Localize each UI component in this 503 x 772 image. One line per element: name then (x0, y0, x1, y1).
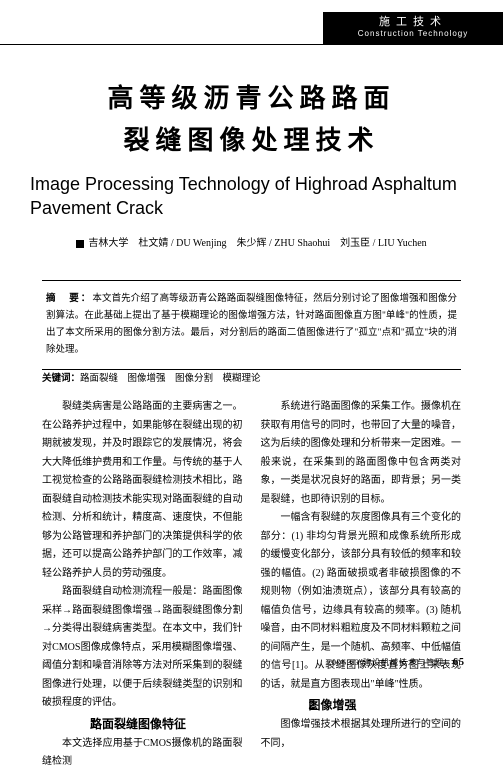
author-list: 杜文婧 / DU Wenjing 朱少辉 / ZHU Shaohui 刘玉臣 /… (138, 238, 426, 249)
body-paragraph: 本文选择应用基于CMOS摄像机的路面裂缝检测 (42, 735, 243, 772)
body-paragraph: 裂缝类病害是公路路面的主要病害之一。在公路养护过程中，如果能够在裂缝出现的初期就… (42, 398, 243, 583)
title-cn-line2: 裂缝图像处理技术 (0, 120, 503, 162)
abstract-text: 本文首先介绍了高等级沥青公路路面裂缝图像特征，然后分别讨论了图像增强和图像分割算… (46, 294, 457, 355)
footer-issue: 2006.03 (327, 658, 360, 667)
header-rule (0, 44, 503, 45)
body-paragraph: 图像增强技术根据其处理所进行的空间的不同， (261, 716, 462, 753)
section-heading-2: 2图像增强 (261, 694, 462, 716)
keywords-line: 关键词：路面裂缝 图像增强 图像分割 模糊理论 (42, 370, 461, 384)
abstract-label: 摘 要： (46, 294, 92, 304)
section-number: 1 (66, 713, 90, 735)
title-cn-line1: 高等级沥青公路路面 (0, 78, 503, 120)
section-heading-1: 1路面裂缝图像特征 (42, 713, 243, 735)
keywords-text: 路面裂缝 图像增强 图像分割 模糊理论 (80, 374, 261, 384)
footer-page-number: 65 (453, 657, 465, 668)
body-columns: 裂缝类病害是公路路面的主要病害之一。在公路养护过程中，如果能够在裂缝出现的初期就… (42, 398, 461, 644)
author-affiliation: 吉林大学 (88, 238, 128, 249)
footer-journal: 建设机械技术与管理 (363, 658, 444, 667)
header-category-cn: 施工技术 (323, 15, 503, 29)
square-bullet-icon (76, 240, 84, 248)
body-paragraph: 系统进行路面图像的采集工作。摄像机在获取有用信号的同时，也带回了大量的噪音，这为… (261, 398, 462, 509)
author-line: 吉林大学 杜文婧 / DU Wenjing 朱少辉 / ZHU Shaohui … (0, 234, 503, 249)
section-title: 图像增强 (309, 698, 357, 712)
keywords-label: 关键词： (42, 374, 80, 384)
header-category-en: Construction Technology (323, 29, 503, 39)
title-english: Image Processing Technology of Highroad … (30, 172, 473, 221)
footer-line: 2006.03 建设机械技术与管理 65 (327, 657, 465, 668)
section-title: 路面裂缝图像特征 (90, 717, 186, 731)
section-number: 2 (285, 694, 309, 716)
title-chinese: 高等级沥青公路路面 裂缝图像处理技术 (0, 78, 503, 161)
header-category-bar: 施工技术 Construction Technology (323, 12, 503, 44)
body-paragraph: 路面裂缝自动检测流程一般是：路面图像采样→路面裂缝图像增强→路面裂缝图像分割→分… (42, 583, 243, 713)
abstract-box: 摘 要：本文首先介绍了高等级沥青公路路面裂缝图像特征，然后分别讨论了图像增强和图… (42, 280, 461, 370)
